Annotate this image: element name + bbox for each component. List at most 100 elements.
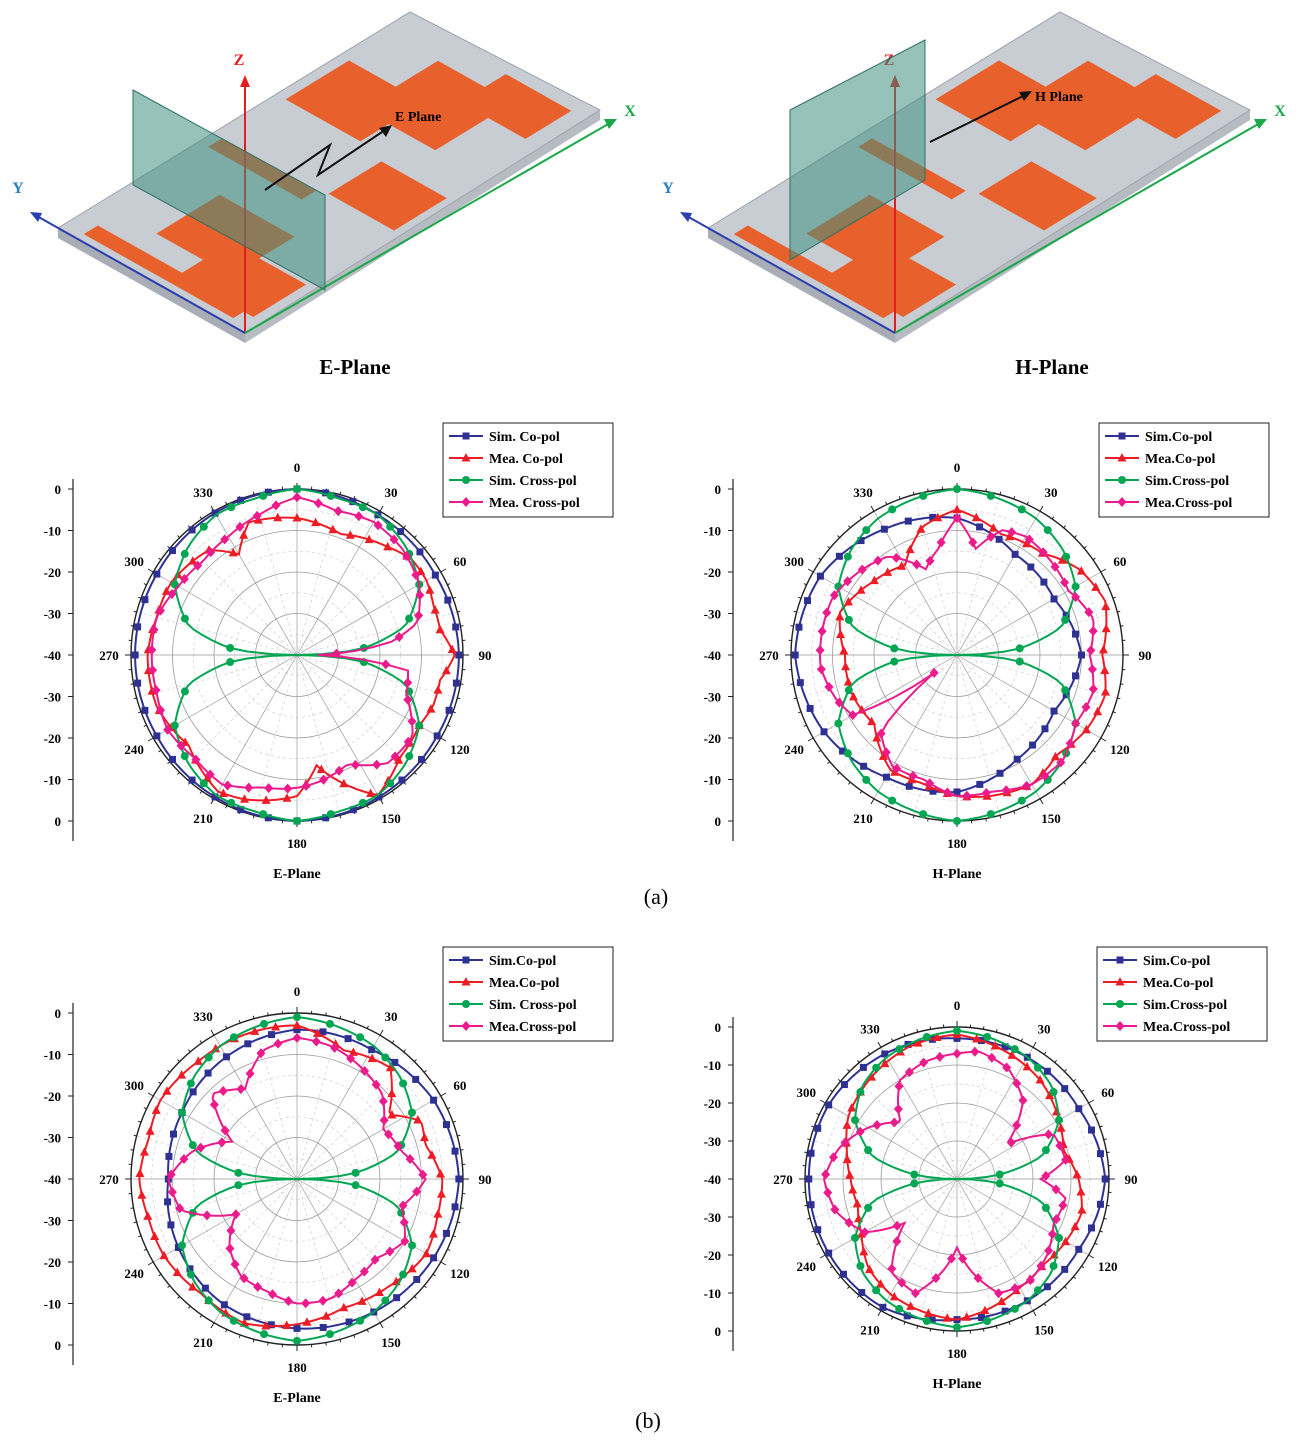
angle-tick-label: 150 xyxy=(1041,811,1061,826)
angle-tick-mark xyxy=(177,535,180,538)
radial-tick-label: -10 xyxy=(44,1297,61,1312)
angle-tick-mark xyxy=(187,1049,191,1053)
series-marker-diamond xyxy=(252,510,262,521)
angle-tick-mark xyxy=(837,1078,841,1082)
series-marker-triangle xyxy=(135,1168,145,1178)
series-marker-triangle xyxy=(839,646,849,655)
series-marker-square xyxy=(1050,707,1058,715)
x-axis-label: X xyxy=(1274,103,1286,120)
angle-tick-mark xyxy=(423,1285,427,1289)
series-marker-circle xyxy=(910,1170,919,1179)
grid-spoke xyxy=(880,1047,958,1180)
series-marker-square xyxy=(882,773,890,781)
angle-tick-mark xyxy=(847,525,851,529)
series-marker-diamond xyxy=(223,780,233,791)
angle-tick-mark xyxy=(403,525,407,529)
series-marker-triangle xyxy=(1100,687,1110,696)
series-marker-square xyxy=(131,651,139,659)
angle-tick-mark xyxy=(460,683,464,685)
series-marker-diamond xyxy=(824,681,834,692)
angle-tick-mark xyxy=(1013,810,1016,814)
z-axis-label: Z xyxy=(234,52,245,69)
angle-tick-mark xyxy=(199,1040,203,1044)
series-marker-diamond xyxy=(167,1187,177,1198)
series-marker-diamond xyxy=(226,1225,236,1236)
series-marker-square xyxy=(879,1303,887,1311)
series-marker-triangle xyxy=(876,1279,886,1288)
series-marker-diamond xyxy=(830,1204,840,1215)
polar-chart-a-h-plane: 0 30 60 90 120 150 180 210 240 270 300 330 0 -10 -20 -3… xyxy=(704,422,1270,882)
angle-tick-mark xyxy=(985,818,987,822)
grid-spoke xyxy=(796,654,958,699)
series-marker-circle xyxy=(325,1019,334,1028)
subfigure-label-b: (b) xyxy=(635,1408,661,1433)
series-marker-diamond xyxy=(414,610,424,621)
series-marker-square xyxy=(857,537,865,545)
grid-spoke xyxy=(296,1095,441,1180)
series-marker-circle xyxy=(843,552,852,561)
angle-tick-label: 180 xyxy=(947,1346,967,1361)
series-marker-triangle xyxy=(211,1043,221,1053)
series-marker-diamond xyxy=(968,537,978,548)
series-marker-square xyxy=(1101,1175,1109,1183)
angle-tick-mark xyxy=(1074,535,1077,538)
angle-tick-mark xyxy=(793,610,797,613)
series-marker-square xyxy=(796,679,804,687)
angle-tick-mark xyxy=(267,1342,269,1346)
series-marker-circle xyxy=(226,658,235,667)
series-marker-diamond xyxy=(402,551,412,562)
angle-tick-mark xyxy=(856,1059,860,1063)
angle-tick-label: 270 xyxy=(99,1172,119,1187)
series-marker-diamond xyxy=(910,1288,920,1299)
series-marker-diamond xyxy=(1086,645,1096,656)
angle-tick-mark xyxy=(912,815,915,819)
series-marker-triangle xyxy=(385,1062,395,1072)
series-marker-circle xyxy=(188,1141,197,1150)
grid-spoke xyxy=(136,654,298,699)
series-marker-circle xyxy=(888,505,897,514)
series-marker-circle xyxy=(1015,644,1024,653)
angle-tick-mark xyxy=(1092,749,1096,753)
series-marker-circle xyxy=(1041,1146,1050,1155)
series-marker-circle xyxy=(844,686,853,695)
grid-spoke xyxy=(880,1178,958,1311)
series-marker-triangle xyxy=(1021,538,1031,548)
feed-line xyxy=(733,225,898,319)
grid-spoke xyxy=(849,1071,958,1180)
series-marker-triangle xyxy=(145,1126,155,1135)
series-marker-triangle xyxy=(880,1058,890,1068)
series-marker-triangle xyxy=(843,597,853,606)
angle-tick-mark xyxy=(403,1049,407,1053)
legend-marker-triangle xyxy=(461,977,471,986)
radial-tick-label: -30 xyxy=(704,607,721,622)
series-marker-triangle xyxy=(1007,1050,1017,1059)
series-marker-triangle xyxy=(218,788,228,798)
grid-spoke xyxy=(213,1178,298,1323)
angle-tick-label: 150 xyxy=(1034,1323,1054,1338)
series-marker-square xyxy=(243,1313,251,1321)
series-marker-square xyxy=(1088,1126,1096,1134)
series-marker-square xyxy=(806,704,814,712)
series-marker-diamond xyxy=(912,559,922,570)
angle-tick-mark xyxy=(847,781,851,785)
angle-tick-mark xyxy=(325,1342,327,1346)
angle-tick-label: 150 xyxy=(381,811,401,826)
series-marker-diamond xyxy=(889,1117,899,1128)
grid-spoke xyxy=(296,611,458,656)
angle-tick-mark xyxy=(452,596,456,599)
grid-spoke xyxy=(913,494,958,656)
series-marker-square xyxy=(267,1321,275,1329)
series-marker-triangle xyxy=(387,1109,397,1119)
series-marker-circle xyxy=(260,1330,269,1339)
angle-tick-mark xyxy=(1103,1217,1107,1220)
series-marker-diamond xyxy=(334,765,344,776)
angle-tick-mark xyxy=(147,568,154,573)
angle-tick-label: 210 xyxy=(853,811,873,826)
angle-tick-mark xyxy=(1103,1138,1107,1141)
series-marker-triangle xyxy=(436,1168,446,1178)
series-marker-circle xyxy=(293,485,301,493)
radial-tick-label: -20 xyxy=(704,1096,721,1111)
series-marker-square xyxy=(244,1040,252,1048)
angle-tick-mark xyxy=(885,501,888,505)
angle-tick-mark xyxy=(130,625,134,627)
